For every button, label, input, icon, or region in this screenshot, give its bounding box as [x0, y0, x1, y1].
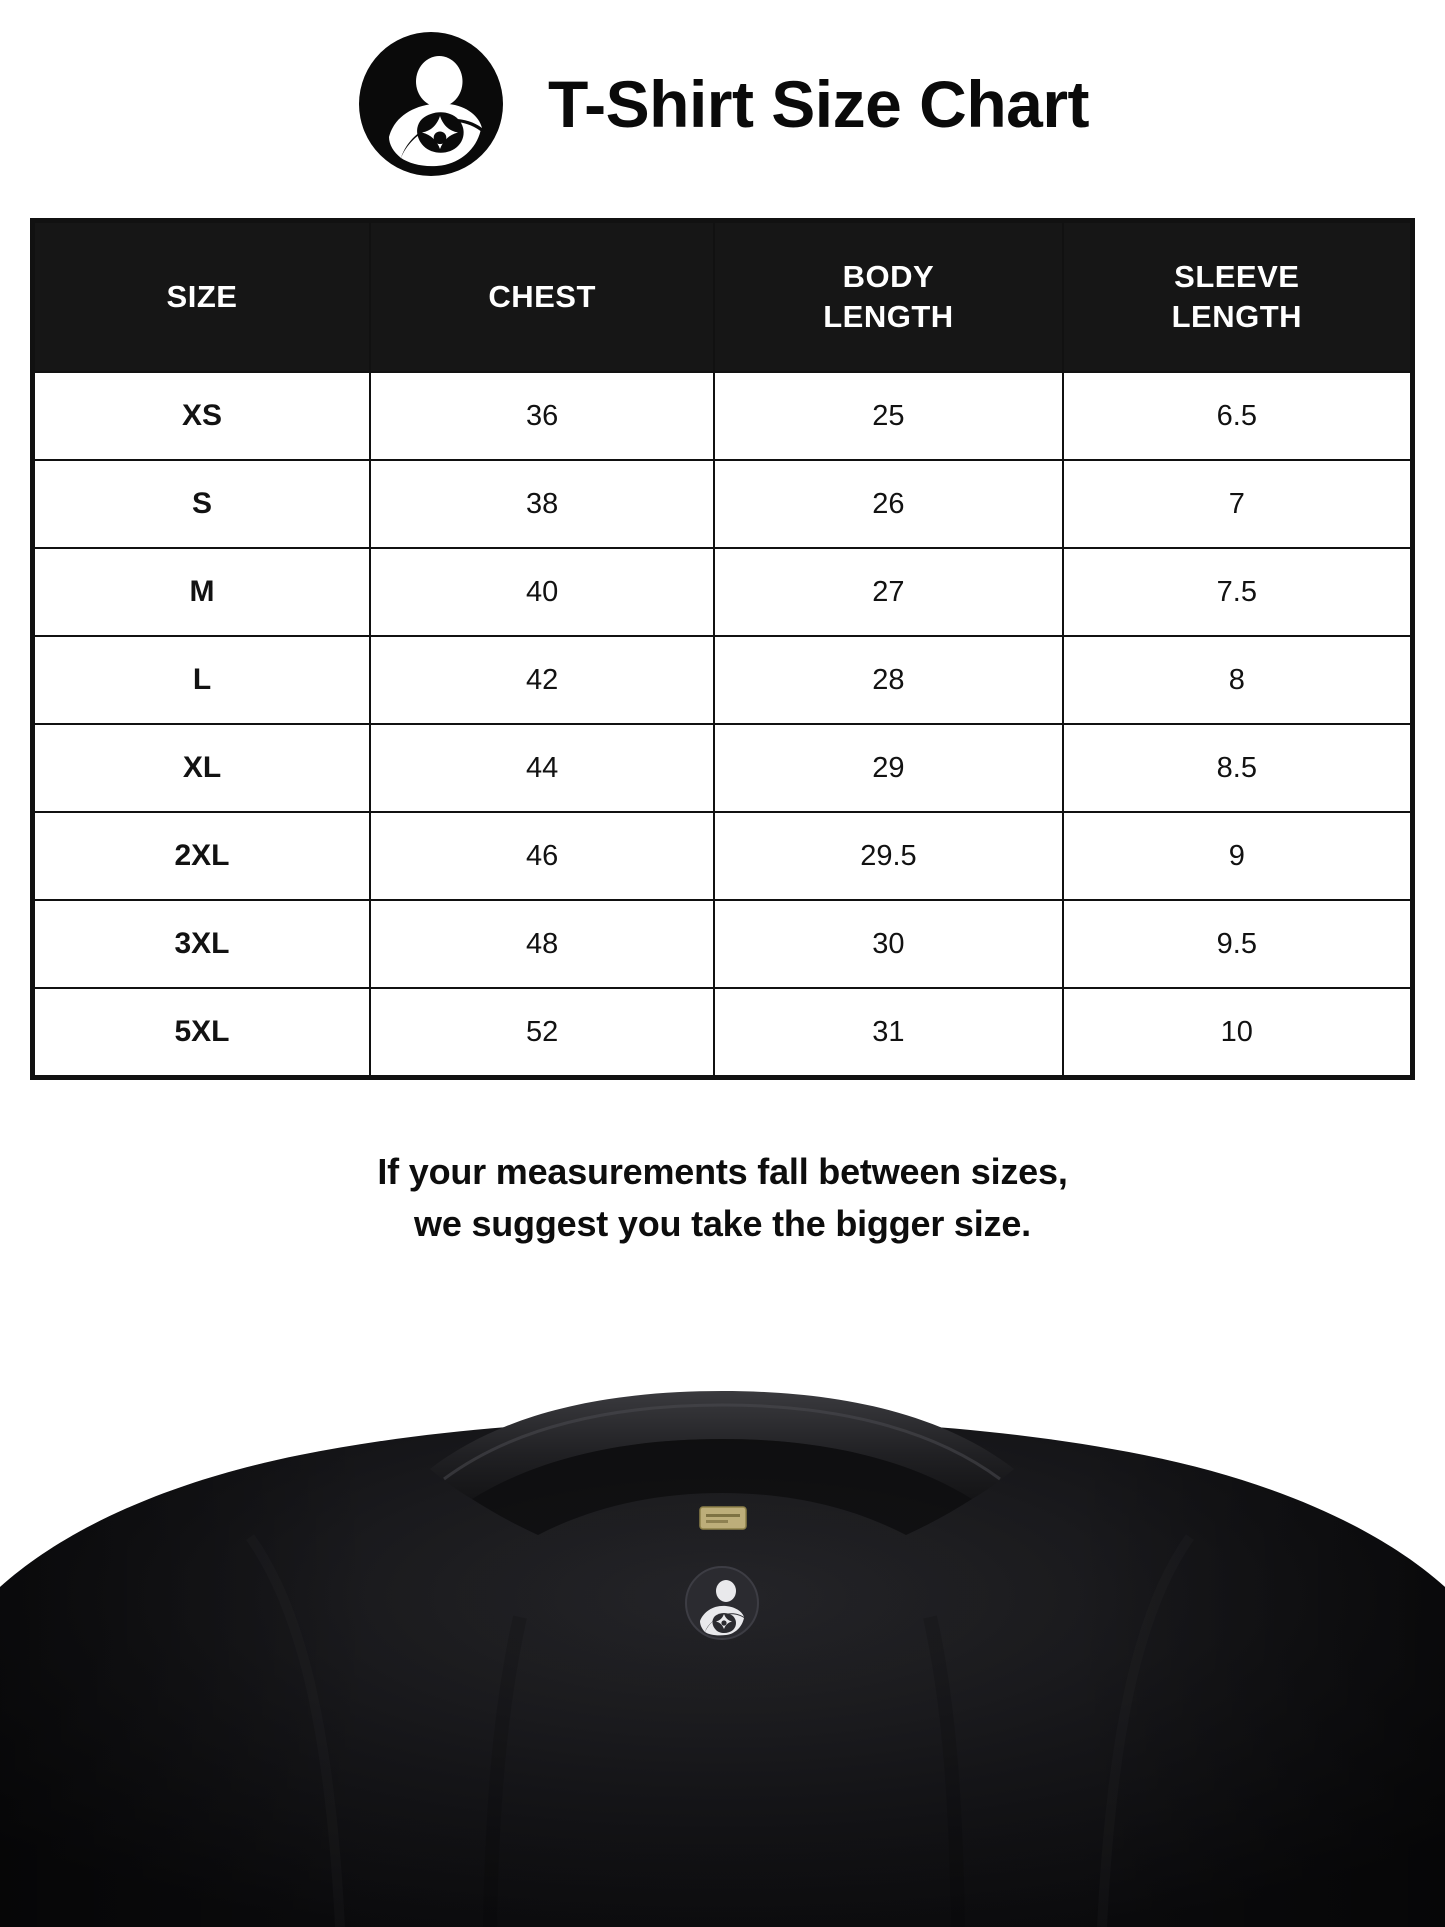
- page-title: T-Shirt Size Chart: [547, 67, 1090, 141]
- column-header-sleeve-length-line1: SLEEVE: [1174, 259, 1300, 295]
- cell-chest: 48: [368, 899, 716, 989]
- column-header-size-line1: SIZE: [166, 279, 238, 315]
- sizing-advice-note: If your measurements fall between sizes,…: [0, 1146, 1445, 1250]
- collar: [430, 1391, 1014, 1535]
- cell-size: 5XL: [33, 987, 371, 1077]
- tshirt-body: [0, 1419, 1445, 1927]
- table-row: S 38 26 7: [33, 459, 1413, 549]
- column-header-body-length: BODY LENGTH: [713, 221, 1064, 373]
- cell-chest: 44: [368, 723, 716, 813]
- cell-size: L: [33, 635, 371, 725]
- cell-body-length: 29: [713, 723, 1064, 813]
- table-row: M 40 27 7.5: [33, 547, 1413, 637]
- column-header-sleeve-length-line2: LENGTH: [1171, 299, 1303, 334]
- sizing-advice-line2: we suggest you take the bigger size.: [414, 1203, 1031, 1245]
- cell-body-length: 25: [713, 371, 1064, 461]
- column-header-chest: CHEST: [368, 221, 716, 373]
- cell-sleeve-length: 10: [1061, 987, 1413, 1077]
- cell-body-length: 27: [713, 547, 1064, 637]
- brand-logo: [356, 29, 506, 179]
- fabric-folds: [245, 1534, 1195, 1927]
- cell-size: M: [33, 547, 371, 637]
- cell-sleeve-length: 8.5: [1061, 723, 1413, 813]
- sizing-advice-line1: If your measurements fall between sizes,: [377, 1151, 1068, 1192]
- black-tshirt-neckline-photo: [0, 1287, 1445, 1927]
- table-row: 2XL 46 29.5 9: [33, 811, 1413, 901]
- cell-sleeve-length: 7: [1061, 459, 1413, 549]
- size-chart-table: SIZE CHEST BODY LENGTH SLEEVE LENGTH XS …: [33, 221, 1413, 1077]
- cell-sleeve-length: 8: [1061, 635, 1413, 725]
- column-header-size: SIZE: [33, 221, 371, 373]
- cell-body-length: 28: [713, 635, 1064, 725]
- table-header-row: SIZE CHEST BODY LENGTH SLEEVE LENGTH: [33, 221, 1413, 373]
- cell-chest: 38: [368, 459, 716, 549]
- cell-size: 2XL: [33, 811, 371, 901]
- neck-care-label: [699, 1506, 747, 1530]
- cell-sleeve-length: 9: [1061, 811, 1413, 901]
- cell-size: XL: [33, 723, 371, 813]
- cell-chest: 46: [368, 811, 716, 901]
- table-body: XS 36 25 6.5 S 38 26 7 M 40 27 7.5 L 42 …: [33, 371, 1413, 1077]
- table-header: SIZE CHEST BODY LENGTH SLEEVE LENGTH: [33, 221, 1413, 373]
- column-header-sleeve-length: SLEEVE LENGTH: [1061, 221, 1413, 373]
- cell-chest: 42: [368, 635, 716, 725]
- cell-sleeve-length: 7.5: [1061, 547, 1413, 637]
- table-row: 3XL 48 30 9.5: [33, 899, 1413, 989]
- cell-size: S: [33, 459, 371, 549]
- column-header-body-length-line1: BODY: [842, 259, 935, 295]
- cell-body-length: 26: [713, 459, 1064, 549]
- cell-sleeve-length: 9.5: [1061, 899, 1413, 989]
- table-row: XL 44 29 8.5: [33, 723, 1413, 813]
- column-header-body-length-line2: LENGTH: [823, 299, 954, 334]
- cell-size: XS: [33, 371, 371, 461]
- column-header-chest-line1: CHEST: [488, 279, 596, 315]
- table-row: 5XL 52 31 10: [33, 987, 1413, 1077]
- cell-body-length: 29.5: [713, 811, 1064, 901]
- cell-chest: 36: [368, 371, 716, 461]
- table-row: L 42 28 8: [33, 635, 1413, 725]
- cell-chest: 52: [368, 987, 716, 1077]
- cell-chest: 40: [368, 547, 716, 637]
- cell-body-length: 31: [713, 987, 1064, 1077]
- page-header: T-Shirt Size Chart: [0, 0, 1445, 176]
- table-row: XS 36 25 6.5: [33, 371, 1413, 461]
- chest-logo-patch: [685, 1566, 759, 1640]
- cell-size: 3XL: [33, 899, 371, 989]
- cell-sleeve-length: 6.5: [1061, 371, 1413, 461]
- size-chart-table-wrapper: SIZE CHEST BODY LENGTH SLEEVE LENGTH XS …: [30, 218, 1415, 1080]
- cell-body-length: 30: [713, 899, 1064, 989]
